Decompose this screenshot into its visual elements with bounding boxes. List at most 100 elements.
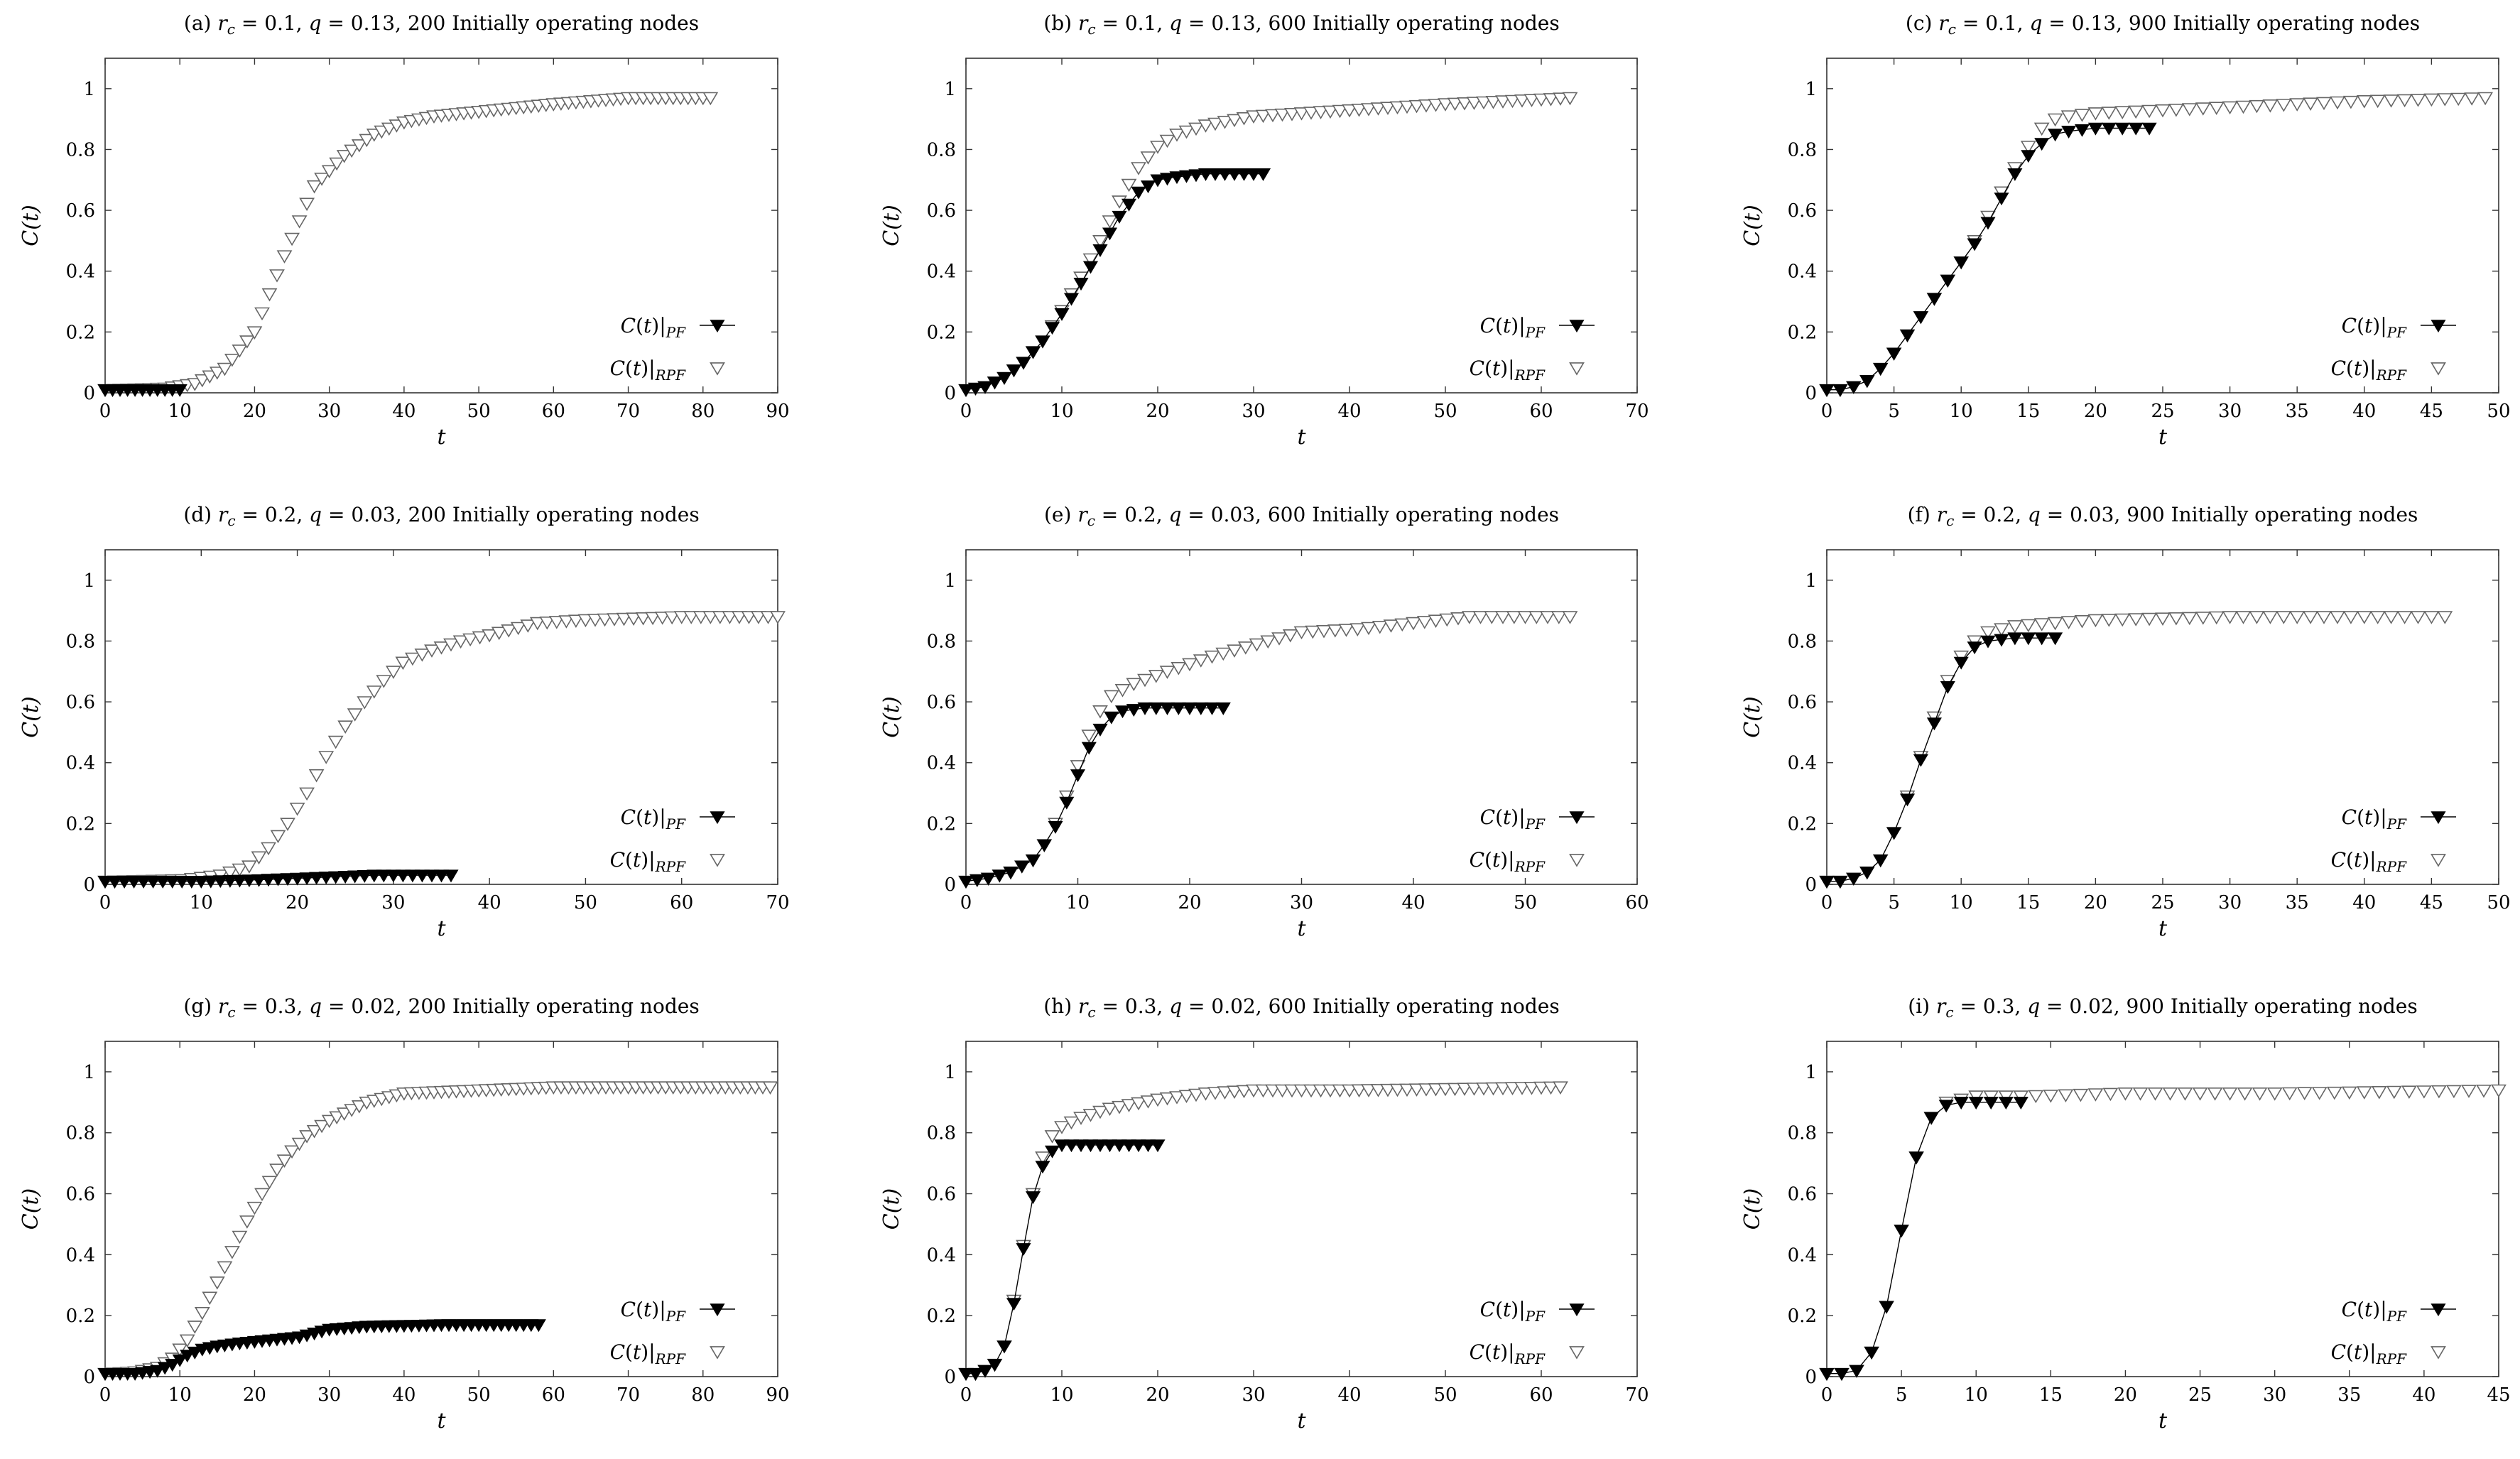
x-tick-label: 20 <box>2084 401 2107 422</box>
rpf-point <box>224 353 240 367</box>
rpf-point <box>321 165 337 179</box>
rpf-point <box>1217 116 1233 129</box>
x-tick-label: 5 <box>1888 892 1900 913</box>
pf-point <box>1913 754 1928 767</box>
rpf-point <box>2074 109 2090 122</box>
pf-point <box>1102 1139 1118 1153</box>
pf-point <box>1846 381 1862 394</box>
pf-point <box>309 872 325 885</box>
y-tick-label: 0.8 <box>927 631 956 652</box>
series-pf <box>1819 122 2157 397</box>
rpf-point <box>2087 107 2104 121</box>
rpf-point <box>762 1081 778 1095</box>
rpf-point <box>2207 1088 2223 1101</box>
pf-point <box>172 1354 188 1367</box>
pf-point <box>1188 169 1204 183</box>
rpf-point <box>2461 1085 2477 1098</box>
rpf-point <box>2276 611 2292 624</box>
rpf-point <box>1438 1083 1453 1097</box>
pf-point <box>2141 122 2157 136</box>
pf-point <box>180 1350 195 1363</box>
rpf-point <box>2117 1088 2134 1101</box>
rpf-point <box>2450 92 2467 107</box>
x-tick-label: 40 <box>2412 1384 2435 1406</box>
rpf-point <box>1274 1084 1291 1098</box>
rpf-point <box>1137 673 1153 688</box>
rpf-point <box>2401 1085 2417 1099</box>
pf-point <box>1967 641 1982 655</box>
pf-point <box>1908 1151 1924 1165</box>
rpf-point <box>1114 683 1131 698</box>
rpf-point <box>2192 1088 2208 1101</box>
legend-label: C(t)|PF <box>621 314 686 341</box>
panel-title: (f) rc = 0.2, q = 0.03, 900 Initially op… <box>1908 503 2418 529</box>
pf-point <box>203 875 219 889</box>
pf-point <box>395 869 411 883</box>
legend-marker-pf <box>2431 811 2446 825</box>
rpf-point <box>344 144 360 158</box>
x-tick-label: 10 <box>1050 1384 1073 1406</box>
rpf-point <box>1472 611 1489 624</box>
pf-point <box>318 872 334 885</box>
rpf-point <box>1102 215 1118 229</box>
rpf-point <box>1495 1082 1511 1096</box>
rpf-point <box>1081 730 1097 743</box>
x-tick-label: 20 <box>1146 1384 1169 1406</box>
x-tick-label: 30 <box>2218 892 2242 913</box>
rpf-point <box>2416 1085 2432 1099</box>
rpf-point <box>241 860 257 874</box>
rpf-point <box>1553 1081 1568 1095</box>
pf-point <box>1983 1097 1999 1110</box>
rpf-point <box>306 180 322 194</box>
legend-label: C(t)|RPF <box>2331 848 2408 875</box>
x-tick-label: 0 <box>1821 892 1833 913</box>
pf-point <box>1073 1139 1089 1153</box>
pf-point <box>2007 632 2023 646</box>
pf-point <box>1070 769 1086 783</box>
rpf-point <box>2396 611 2413 624</box>
pf-point <box>2021 632 2036 646</box>
rpf-point <box>2371 1086 2387 1100</box>
pf-point <box>1148 702 1164 715</box>
legend-marker-rpf <box>1569 1346 1585 1360</box>
rpf-point <box>222 866 238 880</box>
rpf-point <box>2132 1088 2149 1101</box>
rpf-point <box>1533 1081 1549 1095</box>
panel-d: (d) rc = 0.2, q = 0.03, 200 Initially op… <box>18 503 790 941</box>
legend-marker-rpf <box>1569 854 1585 867</box>
rpf-point <box>1284 108 1300 121</box>
pf-point <box>996 1340 1012 1354</box>
pf-point <box>1864 1346 1879 1360</box>
rpf-point <box>1282 629 1298 643</box>
pf-point <box>1092 723 1108 737</box>
legend-label: C(t)|RPF <box>2331 1340 2408 1367</box>
rpf-point <box>2386 1085 2402 1100</box>
x-tick-label: 0 <box>1821 401 1833 422</box>
rpf-point <box>246 1201 263 1215</box>
legend-marker-pf <box>2431 1303 2446 1317</box>
y-tick-label: 0.2 <box>927 1306 956 1327</box>
rpf-point <box>329 1111 345 1124</box>
rpf-point <box>374 125 390 139</box>
y-tick-label: 0.2 <box>927 322 956 343</box>
rpf-point <box>327 735 344 749</box>
rpf-point <box>289 803 305 816</box>
series-rpf <box>97 92 719 398</box>
rpf-point <box>2195 612 2211 625</box>
rpf-point <box>1540 611 1555 624</box>
pf-point <box>187 1346 202 1360</box>
x-tick-label: 50 <box>467 1384 491 1406</box>
pf-point <box>2061 126 2077 139</box>
x-tick-label: 60 <box>670 892 693 913</box>
pf-point <box>1832 875 1848 889</box>
plot-frame <box>104 1041 778 1377</box>
panel-title: (g) rc = 0.3, q = 0.02, 200 Initially op… <box>183 994 699 1021</box>
y-tick-label: 1 <box>1805 570 1817 592</box>
legend-label: C(t)|PF <box>2342 1298 2407 1325</box>
rpf-point <box>1408 1083 1425 1097</box>
rpf-point <box>1293 626 1310 640</box>
rpf-point <box>2060 616 2077 629</box>
rpf-point <box>433 641 450 655</box>
pf-point <box>1121 198 1137 212</box>
pf-point <box>1968 1097 1984 1110</box>
